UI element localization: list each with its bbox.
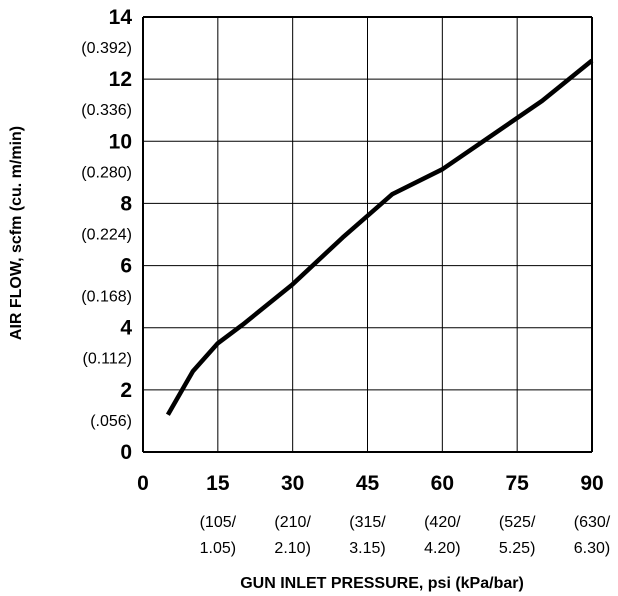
- y-tick-label: 14: [109, 6, 133, 29]
- y-tick-label: 4: [120, 317, 132, 340]
- x-tick-label: 60: [431, 472, 454, 495]
- x-tick-sublabel: (210/: [274, 514, 311, 531]
- series-line: [165, 58, 594, 416]
- series-layer: [165, 58, 594, 416]
- x-tick-sublabel: 2.10): [274, 540, 310, 557]
- x-tick-sublabel: 4.20): [424, 540, 460, 557]
- x-tick-label: 90: [580, 472, 603, 495]
- x-axis-ticks: 0 15 (105/1.05) 30 (210/2.10) 45 (315/3.15) 60 (…: [137, 472, 611, 557]
- y-axis-ticks: 0 2 (.056) 4 (0.112) 6 (0.168) 8 (0.224) 10 (0.280…: [81, 6, 132, 464]
- y-tick-label: 6: [120, 255, 132, 278]
- y-tick-sublabel: (0.168): [81, 289, 132, 306]
- y-tick-label: 0: [120, 441, 132, 464]
- x-tick-label: 75: [505, 472, 529, 495]
- x-tick-label: 45: [356, 472, 380, 495]
- x-tick-label: 30: [281, 472, 304, 495]
- x-tick-sublabel: (315/: [349, 514, 386, 531]
- x-tick-sublabel: (630/: [574, 514, 611, 531]
- y-tick-sublabel: (0.112): [82, 351, 132, 368]
- y-tick-sublabel: (0.392): [81, 40, 132, 57]
- x-tick-sublabel: 6.30): [574, 540, 610, 557]
- y-tick-label: 8: [120, 192, 132, 215]
- x-tick-label: 15: [206, 472, 230, 495]
- y-tick-sublabel: (0.280): [81, 164, 132, 181]
- x-tick-sublabel: 5.25): [499, 540, 535, 557]
- x-tick-sublabel: (525/: [499, 514, 536, 531]
- y-tick-sublabel: (.056): [90, 413, 132, 430]
- y-tick-sublabel: (0.224): [81, 226, 132, 243]
- y-tick-sublabel: (0.336): [81, 102, 132, 119]
- x-tick-sublabel: (105/: [200, 514, 237, 531]
- x-tick-label: 0: [137, 472, 149, 495]
- x-tick-sublabel: 3.15): [349, 540, 385, 557]
- x-tick-sublabel: (420/: [424, 514, 461, 531]
- y-axis-title: AIR FLOW, scfm (cu. m/min): [8, 126, 25, 340]
- x-tick-sublabel: 1.05): [200, 540, 236, 557]
- y-tick-label: 10: [109, 130, 132, 153]
- y-tick-label: 2: [120, 379, 132, 402]
- grid: [142, 16, 593, 453]
- y-tick-label: 12: [109, 68, 132, 91]
- x-axis-title: GUN INLET PRESSURE, psi (kPa/bar): [240, 575, 524, 592]
